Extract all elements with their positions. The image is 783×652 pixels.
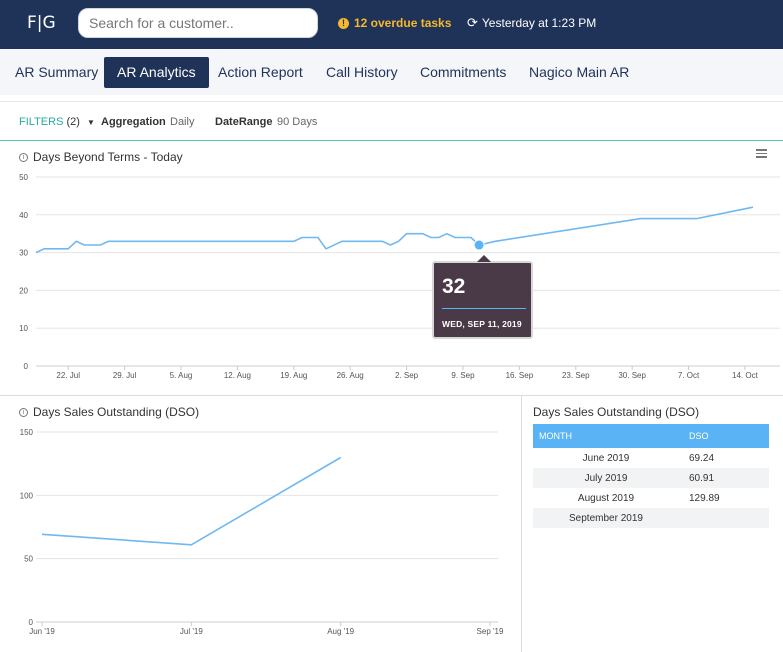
filters-label: FILTERS	[19, 116, 64, 128]
y-tick-label: 50	[24, 555, 33, 564]
dbt-chart: 0 10 20 30 40 50 22. Jul 29. Jul 5. Aug 12. Aug 19…	[19, 173, 780, 380]
y-tick-label: 100	[20, 491, 34, 500]
chart-menu-icon[interactable]	[756, 149, 767, 158]
table-row: June 2019 69.24	[533, 448, 769, 468]
dso-table-title-text: Days Sales Outstanding (DSO)	[533, 405, 700, 419]
x-tick-label: Jun '19	[29, 627, 55, 636]
refresh-icon: ⟳	[467, 15, 478, 30]
tooltip-date: WED, SEP 11, 2019	[442, 319, 522, 329]
section-divider	[0, 395, 783, 396]
x-tick-label: 26. Aug	[337, 371, 364, 380]
info-icon: i	[19, 407, 28, 417]
month-cell: August 2019	[533, 488, 679, 508]
search-box[interactable]	[78, 8, 318, 38]
y-tick-label: 50	[19, 173, 28, 182]
dbt-chart-title: i Days Beyond Terms - Today	[19, 150, 183, 164]
y-tick-label: 10	[19, 324, 28, 333]
x-tick-label: 5. Aug	[170, 371, 193, 380]
tab-commitments[interactable]: Commitments	[420, 64, 507, 80]
tab-ar-analytics[interactable]: AR Analytics	[104, 57, 209, 88]
y-tick-label: 0	[24, 362, 29, 371]
table-row: September 2019	[533, 508, 769, 528]
nav-tabs: AR Summary AR Analytics Action Report Ca…	[0, 49, 783, 95]
y-tick-label: 40	[19, 211, 28, 220]
x-tick-label: 9. Sep	[451, 371, 475, 380]
dso-table: MONTH DSO June 2019 69.24 July 2019 60.91 Au…	[533, 424, 769, 528]
caret-down-icon: ▼	[87, 118, 95, 127]
tab-ar-summary[interactable]: AR Summary	[15, 64, 99, 80]
dso-table-header-month[interactable]: MONTH	[533, 424, 679, 448]
dso-value-cell: 60.91	[679, 468, 769, 488]
x-tick-label: 16. Sep	[506, 371, 534, 380]
table-row: August 2019 129.89	[533, 488, 769, 508]
dso-chart-title: i Days Sales Outstanding (DSO)	[19, 405, 199, 419]
daterange-value[interactable]: 90 Days	[277, 116, 318, 128]
tooltip-divider	[442, 308, 526, 309]
dso-table-header-dso[interactable]: DSO	[679, 424, 769, 448]
app-logo[interactable]: F|G	[27, 13, 56, 33]
overdue-tasks-label: 12 overdue tasks	[354, 16, 452, 30]
x-tick-label: 22. Jul	[56, 371, 80, 380]
y-tick-label: 20	[19, 286, 28, 295]
daterange-label: DateRange	[215, 116, 273, 128]
highlight-point	[473, 239, 485, 251]
x-tick-label: Sep '19	[477, 627, 504, 636]
x-tick-label: 30. Sep	[618, 371, 646, 380]
tab-action-report[interactable]: Action Report	[218, 64, 303, 80]
aggregation-value[interactable]: Daily	[170, 116, 195, 128]
filter-bar: FILTERS (2) ▼ Aggregation Daily DateRang…	[0, 101, 783, 141]
month-cell: September 2019	[533, 508, 679, 528]
tooltip-value: 32	[442, 275, 466, 298]
top-bar: F|G ! 12 overdue tasks ⟳ Yesterday at 1:…	[0, 0, 783, 49]
tooltip-arrow	[477, 255, 491, 262]
x-tick-label: 2. Sep	[395, 371, 419, 380]
dso-value-cell: 129.89	[679, 488, 769, 508]
warning-icon: !	[338, 17, 349, 29]
x-tick-label: Jul '19	[180, 627, 203, 636]
x-tick-label: 14. Oct	[732, 371, 759, 380]
customer-search-input[interactable]	[79, 9, 317, 37]
sync-status[interactable]: ⟳ Yesterday at 1:23 PM	[467, 16, 596, 30]
x-tick-label: 29. Jul	[113, 371, 137, 380]
dso-series-line	[41, 456, 342, 546]
overdue-tasks-link[interactable]: ! 12 overdue tasks	[338, 16, 451, 30]
aggregation-label: Aggregation	[101, 116, 166, 128]
dso-chart: 0 50 100 150 Jun '19 Jul '19 Aug '19 Sep '19	[20, 428, 504, 636]
filters-count: (2)	[66, 116, 80, 128]
table-row: July 2019 60.91	[533, 468, 769, 488]
tab-call-history[interactable]: Call History	[326, 64, 398, 80]
chart-tooltip: 32 WED, SEP 11, 2019	[432, 255, 533, 339]
filters-dropdown[interactable]: FILTERS (2) ▼	[19, 116, 95, 128]
sync-time-label: Yesterday at 1:23 PM	[481, 16, 597, 30]
month-cell: July 2019	[533, 468, 679, 488]
month-cell: June 2019	[533, 448, 679, 468]
tab-nagico-main-ar[interactable]: Nagico Main AR	[529, 64, 630, 80]
x-tick-label: 19. Aug	[280, 371, 307, 380]
info-icon: i	[19, 152, 28, 162]
panel-divider	[521, 396, 522, 652]
x-tick-label: 7. Oct	[678, 371, 700, 380]
dso-table-title: Days Sales Outstanding (DSO)	[533, 405, 699, 419]
x-tick-label: 12. Aug	[224, 371, 251, 380]
dso-value-cell: 69.24	[679, 448, 769, 468]
dbt-series-line	[35, 206, 754, 254]
x-tick-label: 23. Sep	[562, 371, 590, 380]
y-tick-label: 0	[29, 618, 34, 627]
x-tick-label: Aug '19	[327, 627, 354, 636]
y-tick-label: 150	[20, 428, 34, 437]
dso-chart-title-text: Days Sales Outstanding (DSO)	[33, 405, 200, 419]
dbt-chart-title-text: Days Beyond Terms - Today	[33, 150, 183, 164]
dso-value-cell	[679, 508, 769, 528]
y-tick-label: 30	[19, 249, 28, 258]
